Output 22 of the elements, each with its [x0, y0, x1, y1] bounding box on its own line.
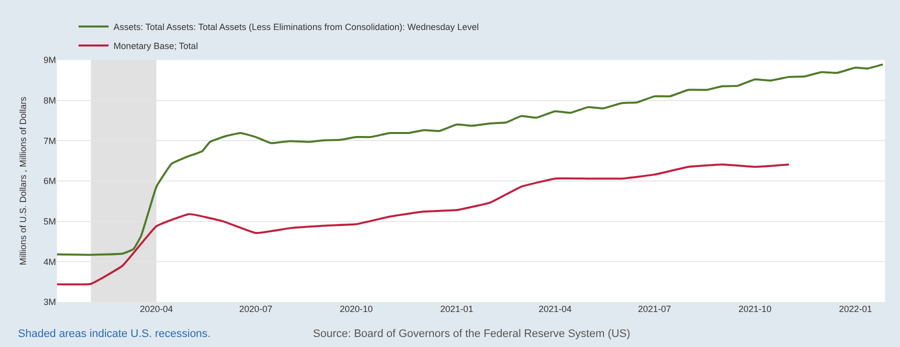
- x-tick-label: 2020-10: [340, 304, 373, 314]
- x-tick-label: 2020-07: [239, 304, 272, 314]
- legend-label: Monetary Base; Total: [114, 41, 198, 52]
- y-tick-label: 9M: [43, 55, 56, 66]
- x-tick-label: 2021-01: [440, 304, 474, 314]
- line-series: [57, 163, 790, 286]
- x-tick-label: 2021-04: [538, 304, 572, 314]
- legend-label: Assets: Total Assets: Total Assets (Less Eliminations from Consolidation): Wednesday Level: [114, 22, 479, 32]
- x-tick-label: 2020-04: [140, 304, 173, 314]
- y-tick-label: 6M: [43, 176, 56, 186]
- line-series: [57, 63, 884, 256]
- x-tick-label: 2021-07: [638, 304, 672, 314]
- y-tick-label: 5M: [43, 216, 56, 226]
- x-tick-label: 2021-10: [738, 304, 772, 314]
- text: Shaded areas indicate U.S. recessions.: [18, 328, 211, 340]
- source-note: Source: Board of Governors of the Federal Reserve System (US): [313, 328, 630, 340]
- y-axis-title: Millions of U.S. Dollars , Millions of Dollars: [18, 96, 28, 266]
- x-tick-label: 2022-01: [838, 304, 872, 314]
- y-tick-label: 3M: [43, 297, 56, 308]
- y-tick-label: 7M: [43, 136, 56, 146]
- y-tick-label: 8M: [43, 95, 56, 106]
- y-tick-label: 4M: [43, 256, 56, 267]
